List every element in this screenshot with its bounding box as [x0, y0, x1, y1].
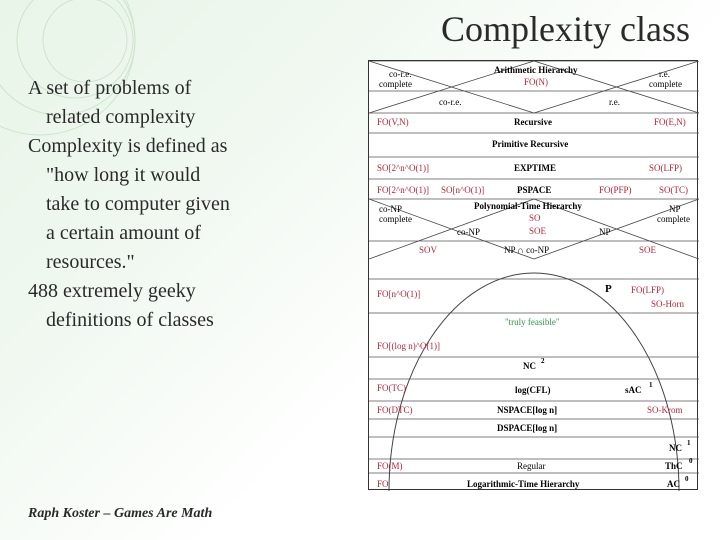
diagram-label: SO(TC)	[659, 185, 688, 195]
footer-credit: Raph Koster – Games Are Math	[28, 506, 212, 522]
diagram-label: FO(LFP)	[631, 285, 664, 295]
diagram-label: NC	[669, 443, 682, 453]
diagram-label: co-r.e.	[439, 97, 462, 107]
para-2-line-3: take to computer given	[28, 191, 338, 218]
diagram-label: complete	[649, 79, 682, 89]
diagram-label: SO[2^n^O(1)]	[377, 163, 429, 173]
diagram-label: complete	[657, 214, 690, 224]
diagram-label: Regular	[517, 461, 546, 471]
diagram-label: ThC	[665, 461, 683, 471]
diagram-label: 1	[649, 381, 653, 389]
diagram-label: co-NP	[379, 204, 402, 214]
diagram-label: SO[n^O(1)]	[441, 185, 484, 195]
diagram-label: FO(PFP)	[599, 185, 632, 195]
slide-title: Complexity class	[441, 8, 690, 50]
diagram-label: Polynomial-Time Hierarchy	[474, 201, 582, 211]
diagram-label: NP	[599, 227, 611, 237]
diagram-label: FO(E,N)	[654, 117, 686, 127]
diagram-label: FO[n^O(1)]	[377, 289, 420, 299]
para-2-line-1: Complexity is defined as	[28, 133, 338, 160]
diagram-label: 1	[687, 439, 691, 447]
diagram-label: Primitive Recursive	[492, 139, 568, 149]
diagram-label: SOV	[419, 245, 437, 255]
diagram-label: SO-Horn	[651, 299, 684, 309]
diagram-label: FO(V,N)	[377, 117, 409, 127]
diagram-label: FO(N)	[524, 77, 548, 87]
diagram-label: FO(TC)	[377, 383, 406, 393]
para-1-line-2: related complexity	[28, 104, 338, 131]
para-1-line-1: A set of problems of	[28, 75, 338, 102]
diagram-label: AC	[667, 479, 680, 489]
diagram-label: 2	[541, 357, 545, 365]
diagram-label: EXPTIME	[514, 163, 556, 173]
diagram-label: Recursive	[514, 117, 552, 127]
diagram-label: 0	[689, 457, 693, 465]
diagram-label: sAC	[625, 385, 642, 395]
diagram-label: NP ∩ co-NP	[504, 245, 549, 255]
diagram-label: SO	[529, 213, 541, 223]
diagram-label: PSPACE	[517, 185, 551, 195]
diagram-label: SO-Krom	[647, 405, 683, 415]
diagram-label: 0	[685, 475, 689, 483]
diagram-label: NP	[669, 204, 681, 214]
diagram-label: FO(M)	[377, 461, 403, 471]
diagram-label: complete	[379, 79, 412, 89]
para-2-line-4: a certain amount of	[28, 220, 338, 247]
diagram-label: FO[2^n^O(1)]	[377, 185, 429, 195]
diagram-label: FO(DTC)	[377, 405, 413, 415]
diagram-label: log(CFL)	[515, 385, 551, 395]
diagram-label: complete	[379, 214, 412, 224]
para-3-line-1: 488 extremely geeky	[28, 278, 338, 305]
diagram-label: SO(LFP)	[649, 163, 682, 173]
para-2-line-2: "how long it would	[28, 162, 338, 189]
diagram-label: r.e.	[659, 69, 670, 79]
para-2-line-5: resources."	[28, 249, 338, 276]
diagram-label: NSPACE[log n]	[497, 405, 557, 415]
para-3-line-2: definitions of classes	[28, 307, 338, 334]
diagram-label: co-r.e.	[389, 69, 412, 79]
complexity-hierarchy-diagram: co-r.e.completeArithmetic HierarchyFO(N)…	[368, 60, 698, 490]
diagram-label: P	[605, 283, 612, 295]
diagram-label: "truly feasible"	[505, 317, 560, 327]
diagram-label: SOE	[639, 245, 656, 255]
diagram-label: FO	[377, 479, 389, 489]
diagram-label: co-NP	[457, 227, 480, 237]
diagram-label: Logarithmic-Time Hierarchy	[467, 479, 579, 489]
diagram-label: NC	[523, 361, 536, 371]
diagram-label: Arithmetic Hierarchy	[494, 65, 578, 75]
diagram-label: FO[(log n)^O(1)]	[377, 341, 440, 351]
body-text: A set of problems of related complexity …	[28, 75, 338, 336]
diagram-label: SOE	[529, 226, 546, 236]
diagram-label: r.e.	[609, 97, 620, 107]
diagram-label: DSPACE[log n]	[497, 423, 557, 433]
